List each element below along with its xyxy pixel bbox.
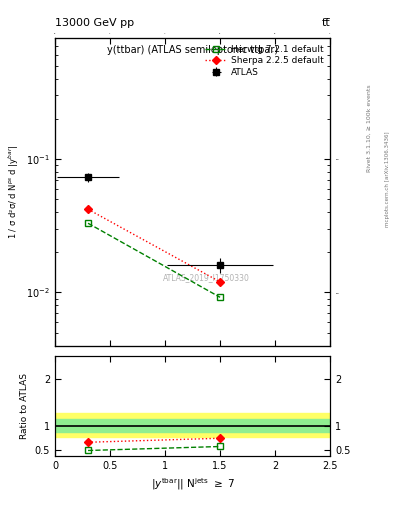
Y-axis label: 1 / σ d²σ/ d N$^{ps}$ d |y$^{bar}$|: 1 / σ d²σ/ d N$^{ps}$ d |y$^{bar}$| (6, 145, 21, 239)
Text: mcplots.cern.ch [arXiv:1306.3436]: mcplots.cern.ch [arXiv:1306.3436] (385, 132, 389, 227)
Text: Rivet 3.1.10, ≥ 100k events: Rivet 3.1.10, ≥ 100k events (367, 84, 372, 172)
Herwig 7.2.1 default (218, 294, 222, 301)
Text: 13000 GeV pp: 13000 GeV pp (55, 18, 134, 28)
Sherpa 2.2.5 default (218, 279, 222, 285)
Herwig 7.2.1 default (86, 220, 90, 226)
X-axis label: $|y^{\mathrm{tbar}}|$| N$^{\mathrm{jets}}$ $\geq$ 7: $|y^{\mathrm{tbar}}|$| N$^{\mathrm{jets}… (151, 476, 235, 492)
Text: ATLAS_2019_I1750330: ATLAS_2019_I1750330 (163, 273, 250, 283)
Y-axis label: Ratio to ATLAS: Ratio to ATLAS (20, 373, 29, 439)
Bar (55, 413, 330, 437)
Legend: Herwig 7.2.1 default, Sherpa 2.2.5 default, ATLAS: Herwig 7.2.1 default, Sherpa 2.2.5 defau… (203, 43, 326, 79)
Text: y(ttbar) (ATLAS semileptonic ttbar): y(ttbar) (ATLAS semileptonic ttbar) (107, 45, 278, 55)
Line: Herwig 7.2.1 default: Herwig 7.2.1 default (84, 220, 224, 301)
Sherpa 2.2.5 default (86, 206, 90, 212)
Line: Sherpa 2.2.5 default: Sherpa 2.2.5 default (85, 206, 223, 285)
Bar (55, 419, 330, 432)
Text: tt̅: tt̅ (321, 18, 330, 28)
